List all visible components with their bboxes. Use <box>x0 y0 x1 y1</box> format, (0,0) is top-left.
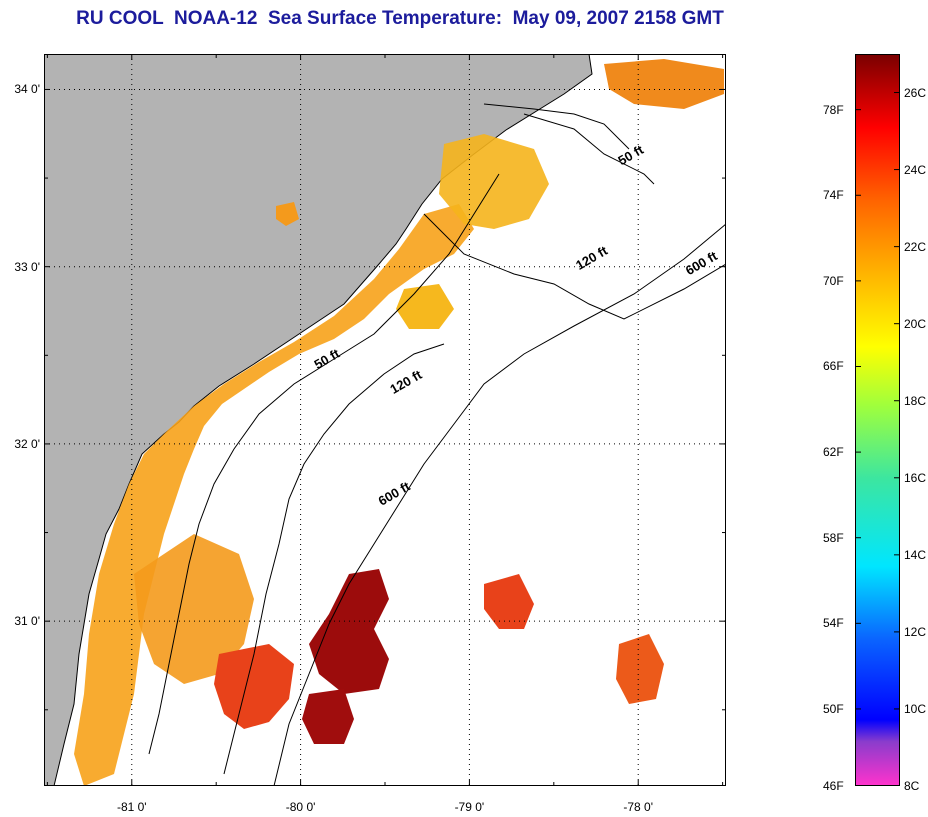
lon-tick-label: -79 0' <box>454 800 485 814</box>
colorbar-label-fahrenheit: 74F <box>823 188 844 203</box>
colorbar-label-fahrenheit: 70F <box>823 273 844 288</box>
lon-tick-label: -78 0' <box>623 800 654 814</box>
lon-tick-label: -81 0' <box>116 800 147 814</box>
colorbar-label-celsius: 22C <box>904 239 927 254</box>
sst-patch-south-red <box>214 644 294 729</box>
sst-patch-nearshore <box>74 204 474 786</box>
depth-contour-600ft <box>273 223 726 786</box>
sst-patch-south-orange <box>134 534 254 684</box>
land-area <box>44 54 592 786</box>
colorbar-label-fahrenheit: 62F <box>823 445 844 460</box>
sst-patch-far-ne <box>604 59 724 109</box>
sst-patch-se-red <box>616 634 664 704</box>
colorbar-label-fahrenheit: 50F <box>823 701 844 716</box>
colorbar-label-fahrenheit: 66F <box>823 359 844 374</box>
lat-tick-label: 33 0' <box>14 259 40 274</box>
colorbar-label-celsius: 14C <box>904 547 927 562</box>
colorbar-ticks <box>855 92 900 786</box>
colorbar-label-celsius: 20C <box>904 316 927 331</box>
lat-lon-grid <box>44 54 726 786</box>
colorbar-label-fahrenheit: 78F <box>823 102 844 117</box>
sst-patch-inland <box>276 202 299 226</box>
sst-patch-mid-yellow <box>396 284 454 329</box>
colorbar-label-celsius: 10C <box>904 701 927 716</box>
lat-tick-label: 31 0' <box>14 614 40 629</box>
sst-patch-darkred-2 <box>302 689 354 744</box>
colorbar-label-fahrenheit: 54F <box>823 616 844 631</box>
depth-contour-120ft <box>223 103 726 775</box>
sst-patches <box>74 59 724 786</box>
colorbar-label-celsius: 16C <box>904 470 927 485</box>
temperature-colorbar <box>855 54 900 786</box>
colorbar-label-celsius: 24C <box>904 162 927 177</box>
sst-patch-east-red <box>484 574 534 629</box>
page-title: RU COOL NOAA-12 Sea Surface Temperature:… <box>76 8 724 29</box>
depth-contour-50ft <box>148 113 655 755</box>
lon-tick-label: -80 0' <box>285 800 316 814</box>
lat-tick-label: 32 0' <box>14 436 40 451</box>
colorbar-label-celsius: 8C <box>904 779 920 793</box>
colorbar-label-fahrenheit: 46F <box>823 779 844 793</box>
lat-tick-label: 34 0' <box>14 82 40 97</box>
colorbar-label-fahrenheit: 58F <box>823 530 844 545</box>
colorbar-label-celsius: 18C <box>904 393 927 408</box>
colorbar-gradient <box>855 54 900 786</box>
colorbar-label-celsius: 12C <box>904 624 927 639</box>
colorbar-label-celsius: 26C <box>904 85 927 100</box>
axis-ticks <box>44 54 726 786</box>
sst-patch-darkred-1 <box>309 569 389 694</box>
